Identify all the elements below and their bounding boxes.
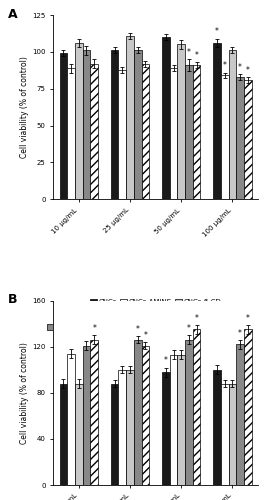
Text: *: * xyxy=(187,324,191,333)
Text: B: B xyxy=(8,294,18,306)
Bar xyxy=(221,384,228,485)
Bar xyxy=(60,384,67,485)
Bar xyxy=(111,50,118,200)
Bar xyxy=(75,384,83,485)
Bar xyxy=(162,37,170,200)
Text: *: * xyxy=(195,314,198,322)
Bar xyxy=(177,355,185,485)
Y-axis label: Cell viability (% of control): Cell viability (% of control) xyxy=(20,56,29,158)
Bar xyxy=(193,330,200,485)
Bar xyxy=(236,344,244,485)
Text: A: A xyxy=(8,8,18,20)
Bar xyxy=(83,346,90,485)
Text: *: * xyxy=(164,356,168,366)
Bar xyxy=(228,50,236,200)
Bar xyxy=(90,340,98,485)
Bar xyxy=(213,43,221,200)
Bar xyxy=(126,36,134,200)
Text: *: * xyxy=(92,324,96,333)
Bar xyxy=(193,65,200,200)
Bar xyxy=(118,370,126,485)
Bar xyxy=(142,346,149,485)
Bar xyxy=(142,64,149,200)
Text: *: * xyxy=(238,63,242,72)
Legend: CNCs-poly-(APMA), CNCs-poly-(NIPAAm): CNCs-poly-(APMA), CNCs-poly-(NIPAAm) xyxy=(47,324,202,331)
Text: *: * xyxy=(246,66,250,74)
Bar xyxy=(111,384,118,485)
Y-axis label: Cell viability (% of control): Cell viability (% of control) xyxy=(20,342,29,444)
Bar xyxy=(228,384,236,485)
Text: *: * xyxy=(187,48,191,57)
Bar xyxy=(67,68,75,200)
Bar xyxy=(236,77,244,200)
Text: *: * xyxy=(195,51,198,60)
Bar xyxy=(177,44,185,200)
Bar xyxy=(67,354,75,485)
Text: *: * xyxy=(246,314,250,322)
Text: *: * xyxy=(238,328,242,338)
Bar xyxy=(244,80,252,200)
Bar xyxy=(126,370,134,485)
Text: *: * xyxy=(223,62,227,70)
Text: *: * xyxy=(143,331,147,340)
Bar xyxy=(162,372,170,485)
Bar xyxy=(134,50,142,200)
Text: *: * xyxy=(215,28,219,36)
Bar xyxy=(170,355,177,485)
Bar xyxy=(83,50,90,200)
Bar xyxy=(185,340,193,485)
Bar xyxy=(118,70,126,200)
Bar xyxy=(185,65,193,200)
Bar xyxy=(221,76,228,200)
Bar xyxy=(134,340,142,485)
Bar xyxy=(170,68,177,200)
Text: *: * xyxy=(136,325,140,334)
Bar xyxy=(75,43,83,200)
Bar xyxy=(90,64,98,200)
Bar xyxy=(213,370,221,485)
Bar xyxy=(244,330,252,485)
Bar xyxy=(60,54,67,200)
